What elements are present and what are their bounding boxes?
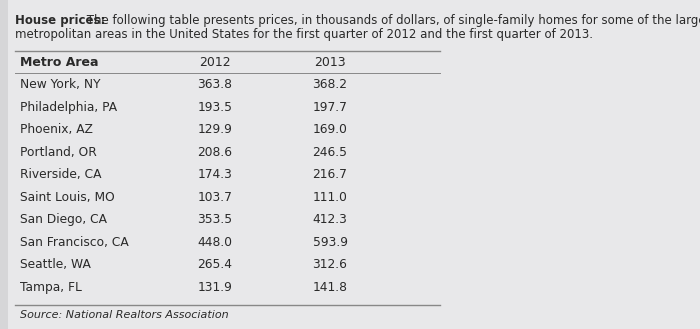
Text: San Diego, CA: San Diego, CA <box>20 213 107 226</box>
Text: San Francisco, CA: San Francisco, CA <box>20 236 129 249</box>
Text: 312.6: 312.6 <box>313 258 347 271</box>
Text: Source: National Realtors Association: Source: National Realtors Association <box>20 310 229 320</box>
Text: Saint Louis, MO: Saint Louis, MO <box>20 190 115 204</box>
Text: 246.5: 246.5 <box>312 146 347 159</box>
Text: Phoenix, AZ: Phoenix, AZ <box>20 123 93 136</box>
Text: 368.2: 368.2 <box>312 78 347 91</box>
Text: House prices:: House prices: <box>15 14 106 27</box>
Text: 111.0: 111.0 <box>313 190 347 204</box>
Text: 174.3: 174.3 <box>197 168 232 181</box>
Text: 193.5: 193.5 <box>197 101 232 114</box>
Text: 593.9: 593.9 <box>312 236 347 249</box>
Text: New York, NY: New York, NY <box>20 78 101 91</box>
Text: 2012: 2012 <box>199 56 231 69</box>
Text: Philadelphia, PA: Philadelphia, PA <box>20 101 117 114</box>
Text: 169.0: 169.0 <box>313 123 347 136</box>
Text: 363.8: 363.8 <box>197 78 232 91</box>
Text: 103.7: 103.7 <box>197 190 232 204</box>
Text: Portland, OR: Portland, OR <box>20 146 97 159</box>
Text: The following table presents prices, in thousands of dollars, of single-family h: The following table presents prices, in … <box>83 14 700 27</box>
Text: 265.4: 265.4 <box>197 258 232 271</box>
Text: Seattle, WA: Seattle, WA <box>20 258 91 271</box>
Text: 131.9: 131.9 <box>197 281 232 293</box>
Text: Riverside, CA: Riverside, CA <box>20 168 101 181</box>
Text: 2013: 2013 <box>314 56 346 69</box>
Text: Tampa, FL: Tampa, FL <box>20 281 82 293</box>
Text: metropolitan areas in the United States for the first quarter of 2012 and the fi: metropolitan areas in the United States … <box>15 28 593 41</box>
Text: 129.9: 129.9 <box>197 123 232 136</box>
Text: 197.7: 197.7 <box>313 101 347 114</box>
Text: 412.3: 412.3 <box>313 213 347 226</box>
Text: 448.0: 448.0 <box>197 236 232 249</box>
Text: Metro Area: Metro Area <box>20 56 99 69</box>
Text: 208.6: 208.6 <box>197 146 232 159</box>
Text: 216.7: 216.7 <box>313 168 347 181</box>
Text: 141.8: 141.8 <box>312 281 347 293</box>
Text: 353.5: 353.5 <box>197 213 232 226</box>
